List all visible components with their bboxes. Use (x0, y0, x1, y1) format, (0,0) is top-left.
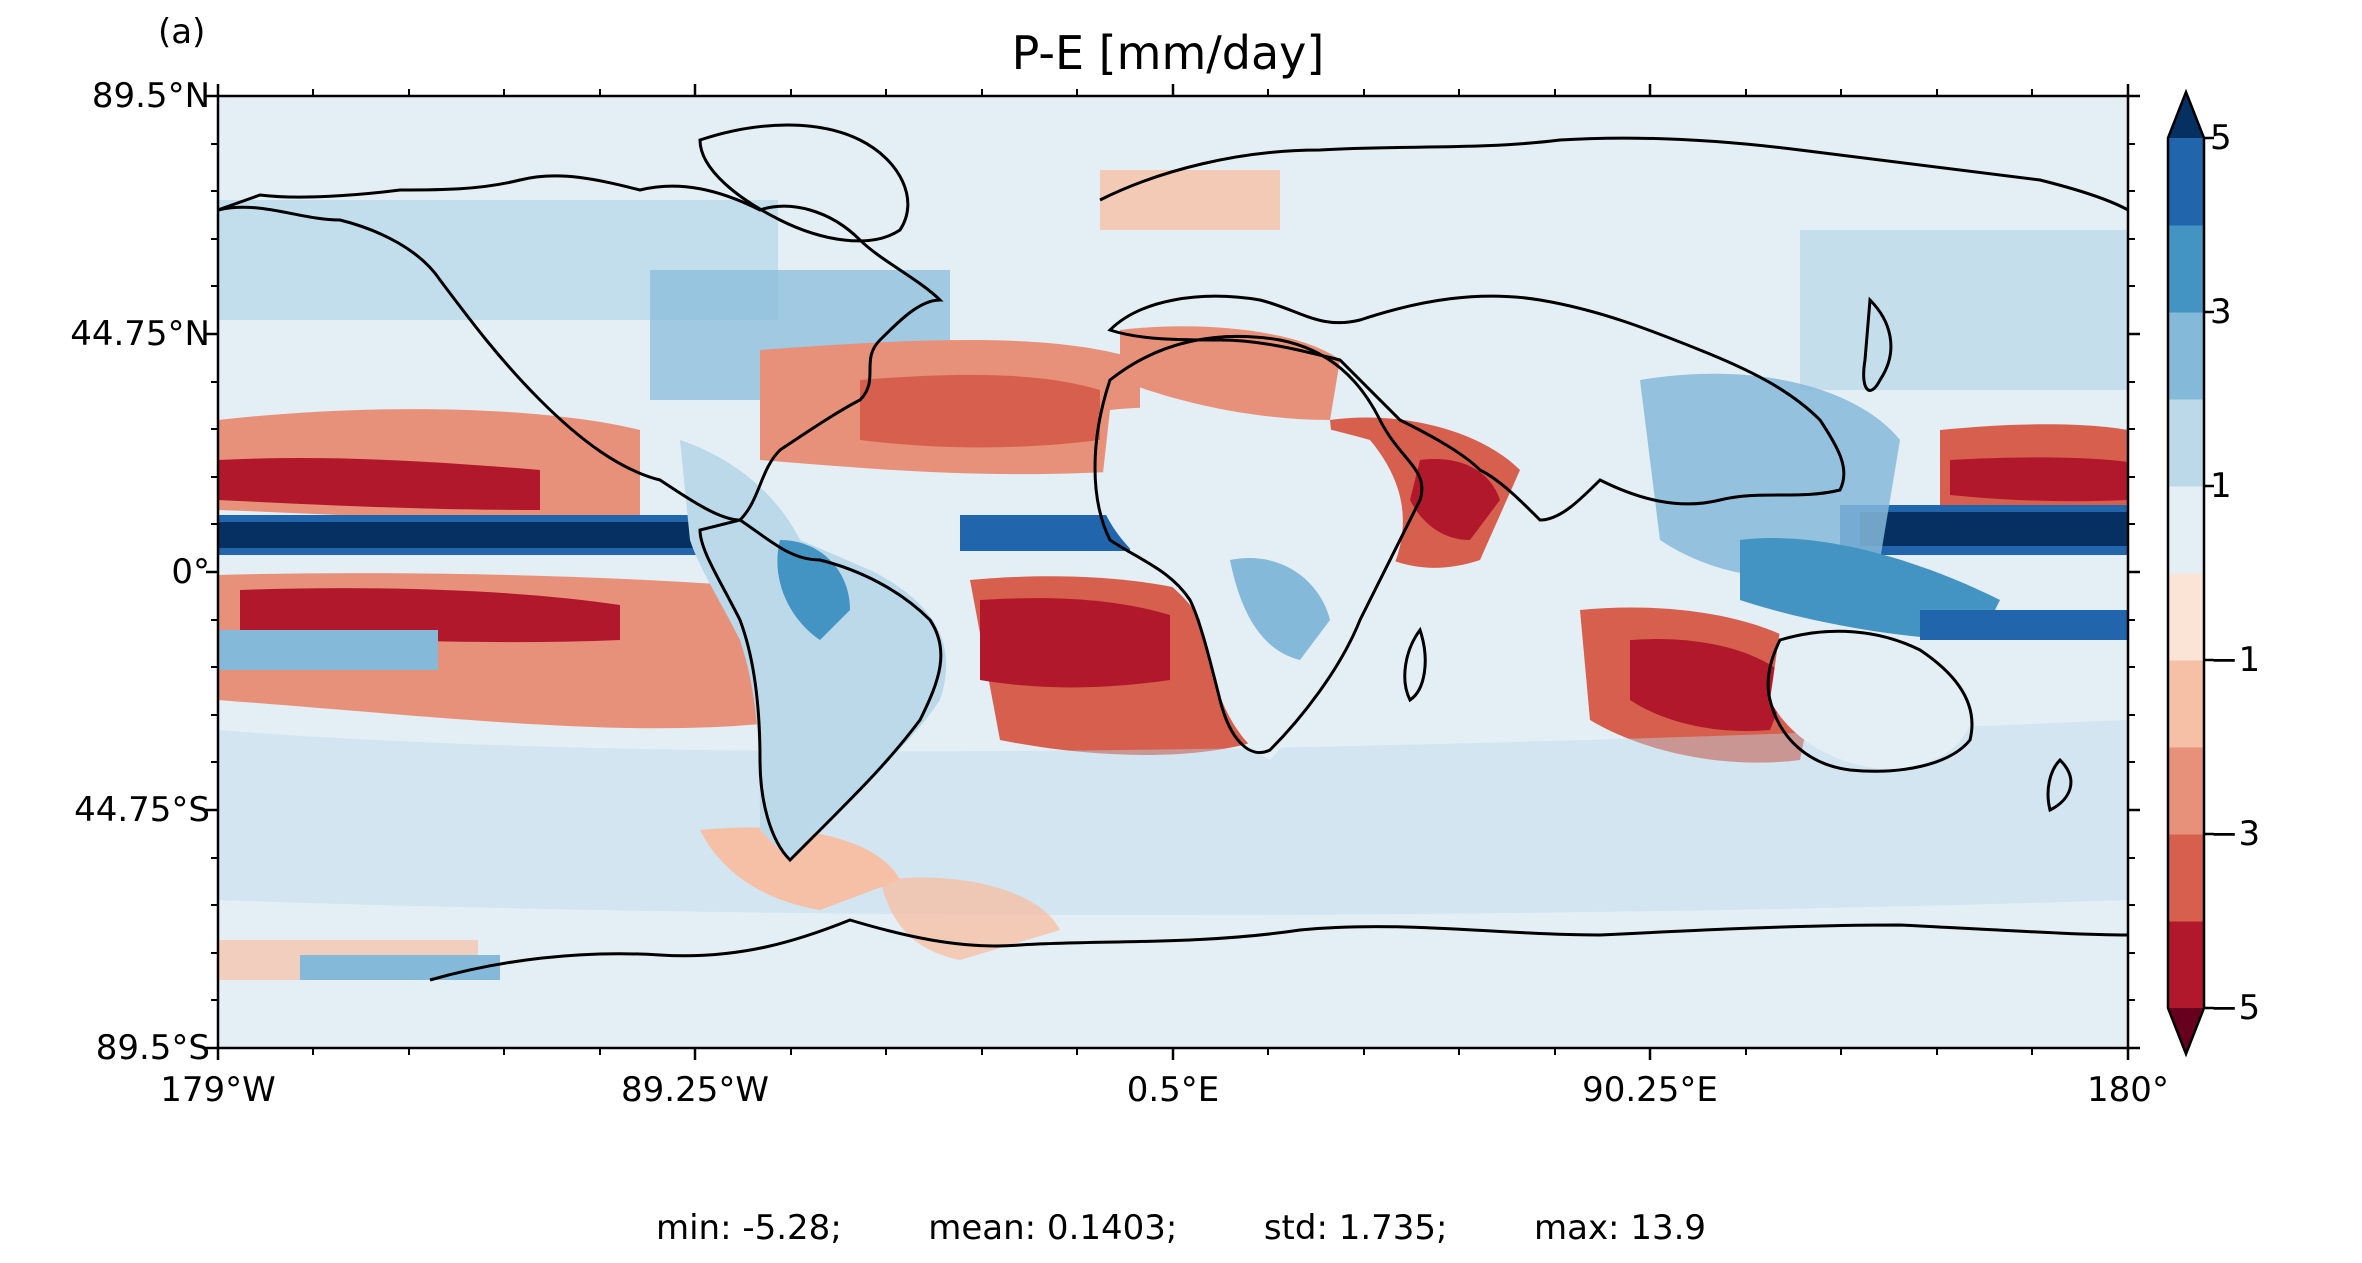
colorbar-label-neg5: −5 (2210, 988, 2261, 1028)
colorbar-label-5: 5 (2210, 118, 2232, 158)
panel-label: (a) (158, 12, 206, 52)
stat-max: max: 13.9 (1533, 1208, 1707, 1248)
pe-field (218, 96, 2128, 1048)
arabian-core (1410, 459, 1500, 540)
lat-ticks (206, 94, 2140, 1050)
npac-dry-core (218, 458, 540, 510)
lat-label-44s: 44.75°S (74, 790, 210, 830)
itcz-wpac-core (1860, 512, 2128, 546)
map-title: P-E [mm/day] (1011, 26, 1325, 80)
antarctica-coast (429, 918, 2128, 982)
madagascar-coast (1403, 626, 1427, 703)
s-atlantic-dry-patch (700, 827, 900, 910)
sepac-wet-strip (218, 630, 438, 670)
lon-minor-ticks (312, 89, 2033, 1055)
amundsen-wet (300, 955, 500, 980)
congo-wet (1230, 558, 1330, 660)
japan-coast (1862, 296, 1893, 392)
lon-label-179w: 179°W (160, 1070, 276, 1110)
spac-dry-core (240, 588, 620, 643)
colorbar-extend-min (2168, 1008, 2204, 1054)
stat-min: min: -5.28; (655, 1208, 842, 1248)
colorbar-segment (2168, 312, 2204, 400)
south-america-land (680, 440, 947, 860)
colorbar-segment (2168, 573, 2204, 661)
colorbar-label-1: 1 (2210, 466, 2232, 506)
colorbar-segment (2168, 834, 2204, 922)
colorbar-segment (2168, 921, 2204, 1009)
stats-line: min: -5.28; mean: 0.1403; std: 1.735; ma… (0, 1208, 2362, 1248)
wpac-dry-core (1950, 457, 2128, 502)
lat-label-44n: 44.75°N (70, 314, 210, 354)
greenland-coast (698, 123, 910, 243)
south-america-coast (698, 518, 943, 863)
colorbar-label-neg3: −3 (2210, 814, 2261, 854)
eurasia-south-coast (1107, 294, 1846, 522)
spcz-wet (1920, 610, 2128, 640)
mediterranean-dry (1120, 326, 1340, 420)
new-zealand-coast (2046, 757, 2073, 813)
colorbar-segment (2168, 747, 2204, 835)
norway-dry (1100, 170, 1280, 230)
asian-monsoon-wet (1640, 373, 1900, 578)
lon-label-180: 180° (2087, 1070, 2169, 1110)
itcz-atlantic (960, 515, 1130, 551)
amazon-wet (777, 540, 850, 640)
colorbar (2166, 88, 2214, 1058)
lon-ticks (216, 84, 2130, 1060)
australia-land (1770, 627, 1972, 770)
sio-dry-core (1630, 639, 1790, 731)
natl-dry-core (860, 374, 1100, 448)
lat-label-89n: 89.5°N (91, 76, 210, 116)
colorbar-segment (2168, 486, 2204, 574)
colorbar-extend-max (2168, 92, 2204, 138)
lat-label-89s: 89.5°S (95, 1028, 210, 1068)
eurasia-north-coast (1099, 136, 2128, 212)
colorbar-label-3: 3 (2210, 292, 2232, 332)
colorbar-segment (2168, 660, 2204, 748)
colorbar-segment (2168, 138, 2204, 226)
stat-mean: mean: 0.1403; (928, 1208, 1178, 1248)
colorbar-segment (2168, 399, 2204, 487)
north-america-coast (218, 174, 944, 522)
lon-label-89w: 89.25°W (621, 1070, 769, 1110)
lon-label-90e: 90.25°E (1582, 1070, 1718, 1110)
stat-std: std: 1.735; (1263, 1208, 1448, 1248)
satl-dry-core (980, 598, 1170, 688)
lat-label-eq: 0° (171, 552, 210, 592)
kuroshio-wet (1800, 230, 2128, 390)
australia-coast (1766, 629, 1974, 773)
southern-ocean-wet (218, 720, 2128, 915)
lon-label-0e: 0.5°E (1126, 1070, 1220, 1110)
colorbar-label-neg1: −1 (2210, 640, 2261, 680)
lat-minor-ticks (211, 143, 2135, 1001)
coastlines (218, 123, 2128, 982)
itcz-pacific-core (218, 522, 718, 548)
colorbar-segment (2168, 225, 2204, 313)
